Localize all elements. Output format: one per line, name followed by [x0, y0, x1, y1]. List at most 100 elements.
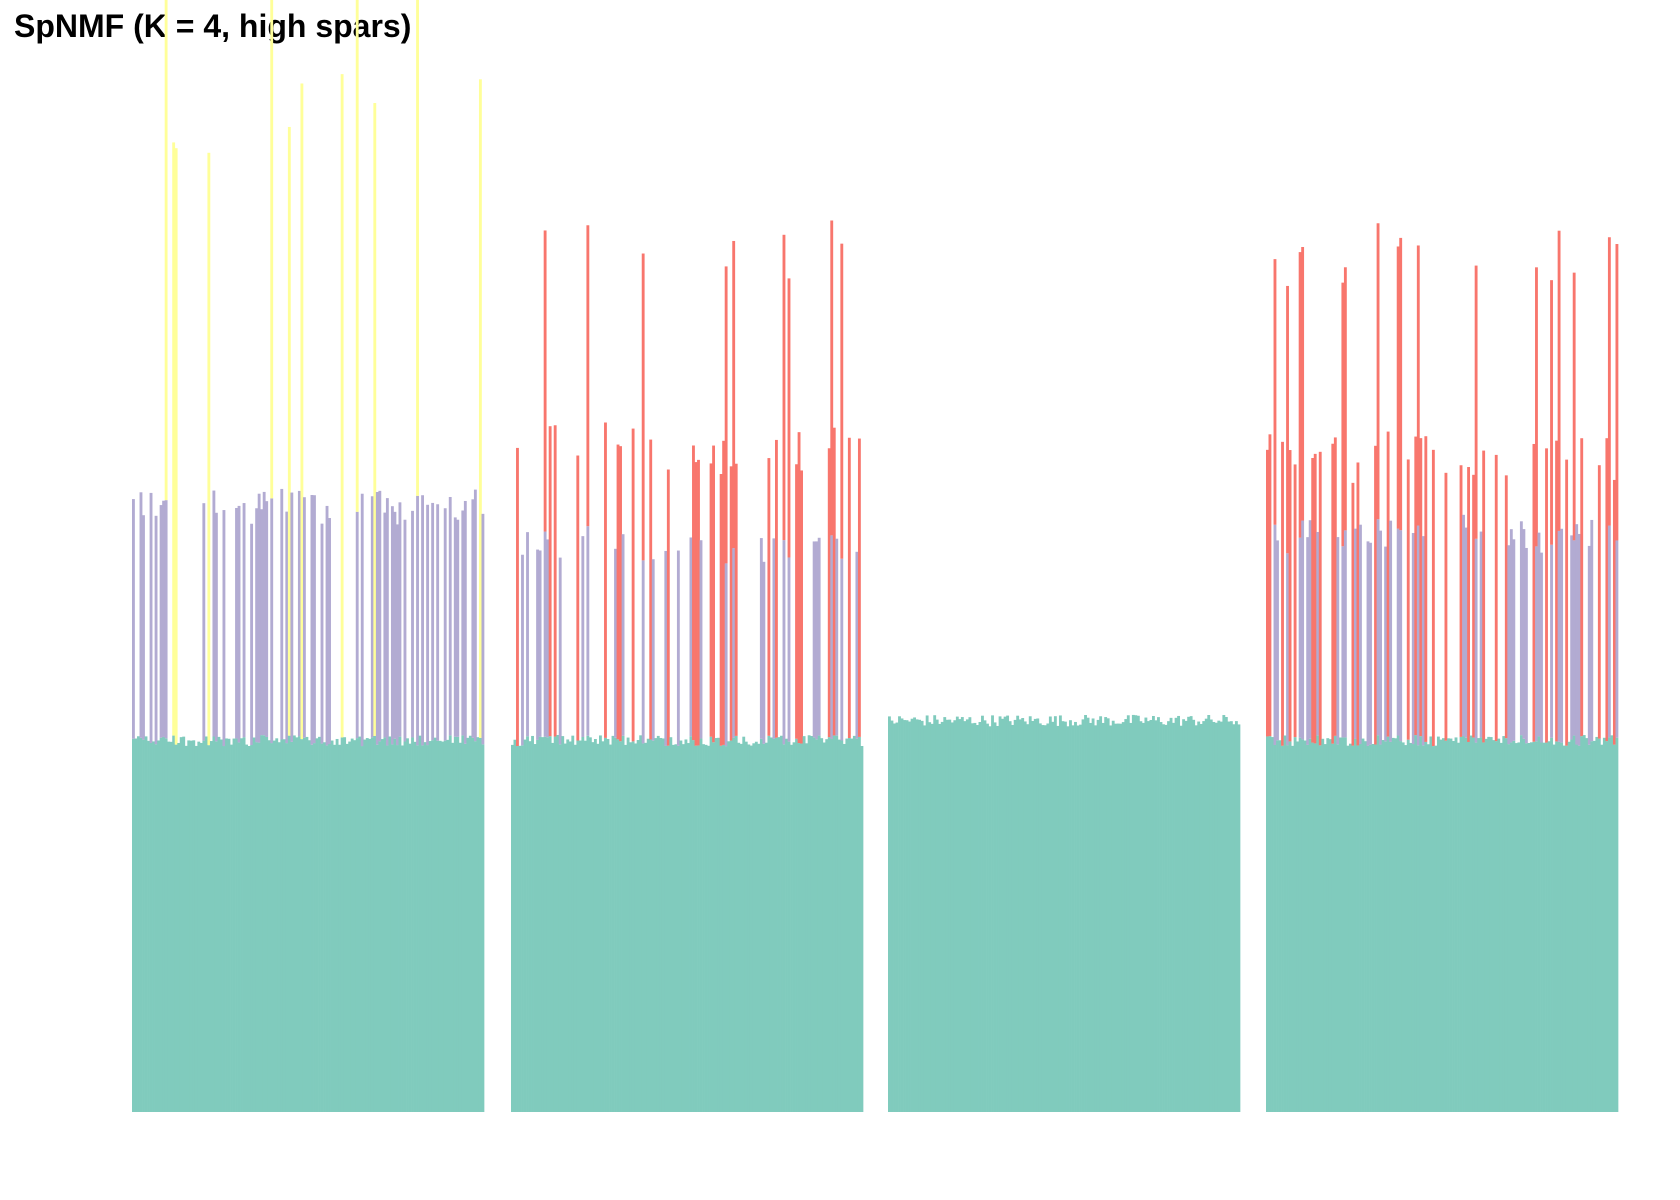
bar-teal-g2-s2 [513, 739, 517, 1112]
bar-teal-g3-s41 [988, 726, 992, 1112]
bar-lavender-g2-s123 [817, 537, 821, 736]
bar-teal-g3-s40 [986, 723, 989, 1112]
bar-teal-g2-s89 [732, 737, 736, 1112]
bar-teal-g3-s9 [908, 721, 911, 1112]
bar-red-g4-s123 [1572, 272, 1576, 541]
bar-teal-g2-s21 [561, 736, 565, 1112]
bar-teal-g2-s139 [857, 736, 861, 1112]
bar-lavender-g4-s84 [1474, 538, 1478, 743]
bar-lavender-g2-s89 [732, 548, 736, 738]
bar-red-g2-s81 [712, 445, 715, 743]
bar-teal-g1-s135 [468, 735, 472, 1112]
bar-teal-g3-s24 [945, 719, 949, 1112]
bar-teal-g1-s38 [225, 738, 228, 1112]
bar-teal-g1-s80 [330, 740, 334, 1112]
bar-teal-g3-s34 [970, 723, 974, 1112]
bar-teal-g3-s133 [1219, 721, 1223, 1112]
bar-teal-g4-s110 [1540, 742, 1543, 1112]
bar-teal-g2-s117 [802, 736, 806, 1112]
bar-lavender-g1-s42 [235, 507, 238, 739]
bar-teal-g2-s56 [649, 739, 653, 1112]
bar-teal-g3-s135 [1224, 717, 1228, 1112]
bar-teal-g1-s139 [478, 737, 482, 1112]
bar-lavender-g1-s73 [313, 495, 316, 744]
bar-teal-g2-s98 [754, 741, 758, 1112]
bar-teal-g1-s58 [275, 738, 279, 1112]
bar-teal-g4-s97 [1507, 744, 1511, 1112]
bar-lavender-g4-s17 [1306, 537, 1310, 745]
bar-teal-g4-s81 [1467, 741, 1470, 1112]
bar-teal-g4-s96 [1504, 738, 1508, 1112]
bar-teal-g3-s16 [925, 715, 929, 1112]
bar-lavender-g1-s92 [360, 493, 364, 747]
bar-teal-g1-s10 [154, 744, 158, 1112]
bar-lavender-g1-s79 [328, 518, 331, 745]
bar-teal-g1-s104 [390, 744, 394, 1112]
bar-lavender-g1-s76 [320, 523, 324, 744]
bar-teal-g4-s69 [1436, 736, 1440, 1112]
bar-lavender-g1-s60 [280, 488, 284, 740]
bar-teal-g2-s113 [792, 742, 796, 1112]
bar-lavender-g4-s46 [1379, 530, 1382, 745]
bar-teal-g4-s123 [1572, 735, 1576, 1112]
bar-teal-g3-s53 [1018, 719, 1022, 1112]
bar-red-g4-s2 [1268, 434, 1272, 737]
bar-lavender-g1-s50 [255, 508, 259, 743]
bar-lavender-g4-s9 [1286, 553, 1289, 746]
bar-teal-g3-s103 [1144, 717, 1148, 1112]
bar-teal-g2-s79 [707, 745, 710, 1112]
bar-lavender-g1-s52 [260, 509, 264, 736]
plot-area [132, 0, 1619, 1112]
bar-teal-g3-s8 [905, 720, 909, 1112]
bar-red-g4-s49 [1386, 431, 1390, 737]
bar-lavender-g4-s125 [1577, 533, 1581, 746]
bar-lavender-g4-s4 [1273, 524, 1277, 745]
bar-teal-g3-s106 [1152, 715, 1155, 1112]
bar-teal-g1-s27 [197, 741, 201, 1112]
bar-red-g2-s86 [724, 266, 728, 564]
bar-teal-g2-s100 [759, 738, 763, 1112]
bar-teal-g4-s79 [1462, 736, 1465, 1112]
bar-teal-g4-s50 [1389, 741, 1393, 1112]
bar-lavender-g2-s101 [762, 561, 766, 744]
bar-teal-g2-s33 [591, 742, 595, 1112]
bar-teal-g4-s99 [1512, 740, 1516, 1112]
bar-teal-g2-s34 [593, 739, 597, 1112]
bar-teal-g2-s74 [694, 745, 698, 1112]
bar-lavender-g1-s48 [250, 523, 254, 746]
bar-teal-g4-s33 [1346, 745, 1350, 1112]
bar-teal-g1-s132 [461, 735, 465, 1112]
bar-red-g2-s90 [734, 463, 738, 736]
bar-lavender-g4-s61 [1416, 525, 1420, 746]
bar-teal-g4-s9 [1286, 745, 1289, 1112]
bar-teal-g3-s119 [1184, 720, 1188, 1112]
bar-lavender-g1-s132 [461, 510, 465, 736]
bar-teal-g3-s105 [1149, 719, 1153, 1112]
bar-yellow-g1-s17 [172, 142, 176, 736]
bar-teal-g3-s46 [1001, 718, 1004, 1112]
bar-teal-g1-s102 [385, 745, 389, 1112]
bar-teal-g1-s81 [333, 744, 336, 1112]
bar-lavender-g4-s79 [1462, 514, 1465, 737]
bar-teal-g4-s12 [1293, 737, 1297, 1112]
bar-teal-g4-s132 [1595, 736, 1599, 1112]
bar-lavender-g1-s8 [149, 492, 153, 743]
bar-red-g4-s44 [1374, 445, 1377, 745]
bar-teal-g3-s85 [1099, 716, 1103, 1112]
bar-teal-g3-s87 [1104, 717, 1108, 1112]
bar-teal-g4-s1 [1266, 736, 1269, 1112]
bar-teal-g1-s77 [323, 742, 326, 1112]
bar-teal-g2-s63 [666, 745, 670, 1112]
bar-teal-g2-s111 [787, 741, 791, 1112]
bar-teal-g4-s8 [1283, 735, 1287, 1112]
bar-teal-g3-s51 [1013, 719, 1017, 1112]
bar-red-g4-s78 [1459, 465, 1463, 737]
bar-teal-g4-s20 [1313, 743, 1317, 1112]
bar-red-g2-s63 [666, 469, 670, 746]
bar-teal-g3-s35 [973, 722, 977, 1112]
bar-lavender-g4-s15 [1301, 520, 1305, 740]
bar-teal-g2-s94 [744, 741, 748, 1112]
bar-teal-g2-s125 [822, 742, 826, 1112]
bar-teal-g3-s104 [1146, 721, 1150, 1112]
